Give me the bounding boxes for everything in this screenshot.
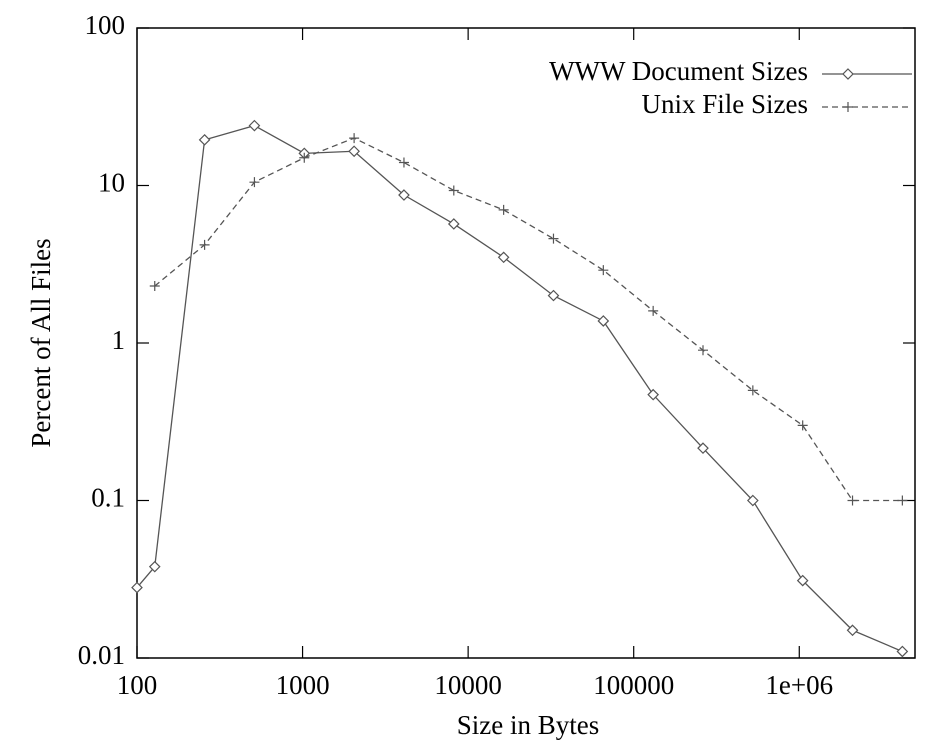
marker (398, 157, 409, 168)
y-tick-label: 0.1 (91, 483, 125, 513)
y-tick-label: 100 (85, 10, 126, 40)
x-tick-label: 100000 (593, 670, 674, 700)
y-tick-label: 1 (112, 325, 126, 355)
marker (797, 420, 808, 431)
marker (897, 495, 908, 506)
marker (846, 624, 859, 637)
x-tick-label: 1000 (276, 670, 330, 700)
marker (647, 388, 660, 401)
marker (597, 315, 610, 327)
legend-label: Unix File Sizes (642, 89, 809, 119)
marker (796, 574, 809, 587)
marker (598, 265, 609, 276)
marker (747, 385, 758, 396)
y-tick-label: 10 (98, 168, 125, 198)
series-line (154, 137, 903, 502)
marker (348, 145, 360, 158)
marker (249, 177, 260, 188)
x-tick-label: 100 (117, 670, 158, 700)
legend-label: WWW Document Sizes (549, 56, 808, 86)
marker (698, 345, 709, 356)
marker (843, 102, 853, 112)
marker (148, 560, 161, 573)
marker (497, 251, 510, 264)
marker (896, 645, 909, 658)
x-tick-label: 1e+06 (765, 670, 833, 700)
marker (248, 119, 261, 132)
marker (547, 289, 560, 302)
marker (648, 305, 659, 316)
marker (448, 185, 459, 196)
marker (131, 581, 143, 594)
marker (842, 68, 854, 80)
marker (847, 495, 858, 506)
y-axis-label: Percent of All Files (26, 238, 56, 447)
marker (198, 133, 211, 146)
marker (697, 442, 709, 454)
marker (398, 189, 410, 201)
marker (149, 281, 160, 292)
marker (746, 494, 759, 507)
marker (498, 204, 509, 215)
marker (548, 233, 559, 244)
series-line (136, 124, 903, 653)
y-tick-label: 0.01 (78, 640, 125, 670)
marker (349, 133, 360, 144)
x-axis-label: Size in Bytes (457, 710, 600, 740)
x-tick-label: 10000 (434, 670, 502, 700)
marker (199, 239, 210, 250)
marker (447, 218, 460, 230)
marker (299, 152, 310, 163)
